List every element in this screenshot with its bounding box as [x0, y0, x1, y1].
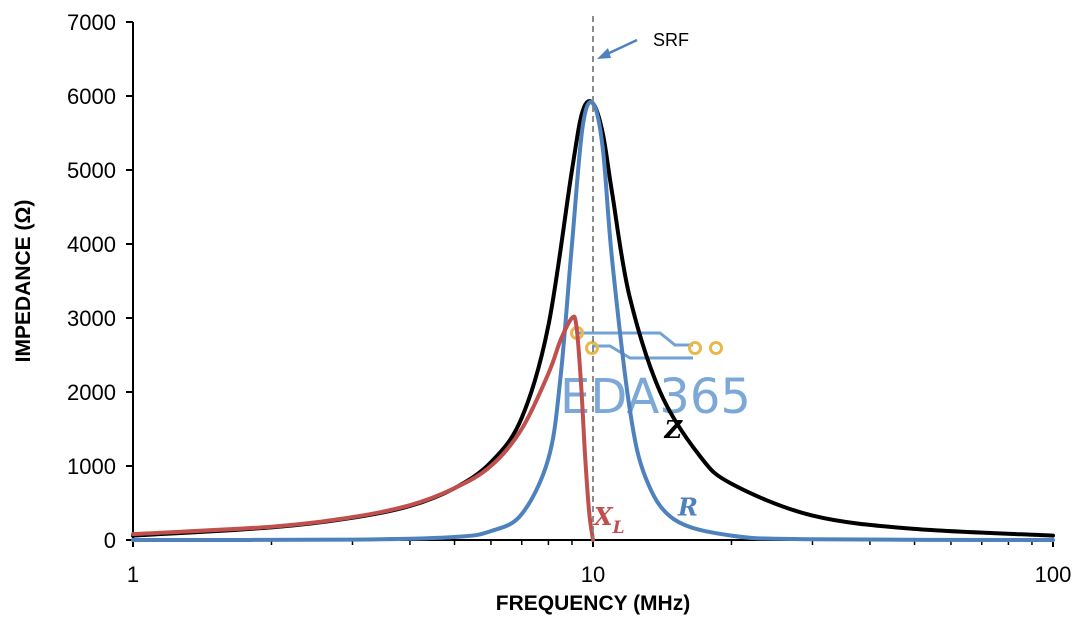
series-label-text: X: [592, 502, 614, 531]
y-tick-label: 6000: [67, 84, 116, 109]
x-axis-title: FREQUENCY (MHz): [496, 592, 690, 615]
chart-axes: 0 1000 2000 3000 4000 5000 6000 7000 1 10 100 FREQU…: [12, 10, 1071, 615]
y-tick-label: 4000: [67, 232, 116, 257]
srf-label: SRF: [653, 30, 689, 50]
series-label-text: R: [677, 493, 698, 522]
x-tick-label: 1: [127, 562, 139, 587]
y-tick-label: 7000: [67, 10, 116, 35]
chart-series: [131, 99, 1055, 542]
srf-arrowhead-icon: [597, 48, 611, 59]
series-label-xl: XL: [592, 502, 625, 538]
y-tick-label: 2000: [67, 380, 116, 405]
series-line-xl: [131, 314, 595, 542]
series-labels: Z R XL: [592, 415, 698, 538]
srf-annotation: SRF: [592, 16, 689, 540]
series-label-r: R: [677, 493, 698, 522]
y-axis-title: IMPEDANCE (Ω): [12, 200, 35, 363]
y-tick-label: 3000: [67, 306, 116, 331]
y-tick-label: 1000: [67, 454, 116, 479]
x-tick-label: 100: [1035, 562, 1072, 587]
series-label-text: Z: [663, 415, 683, 444]
y-tick-label: 5000: [67, 158, 116, 183]
series-label-subscript: L: [612, 518, 625, 538]
series-line-r: [131, 100, 1055, 542]
y-tick-label: 0: [104, 528, 116, 553]
series-label-z: Z: [663, 415, 683, 444]
x-tick-label: 10: [581, 562, 605, 587]
srf-arrow-icon: [604, 38, 638, 57]
